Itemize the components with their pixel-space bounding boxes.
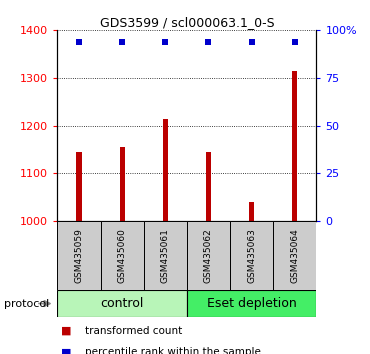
Point <box>249 39 255 45</box>
Point <box>76 39 82 45</box>
Text: GSM435062: GSM435062 <box>204 228 213 283</box>
Bar <box>57 221 101 290</box>
Text: GSM435060: GSM435060 <box>118 228 127 283</box>
Bar <box>57 290 187 317</box>
Text: ■: ■ <box>61 347 71 354</box>
Bar <box>76 152 81 221</box>
Text: protocol: protocol <box>4 298 49 309</box>
Text: ■: ■ <box>61 326 71 336</box>
Text: GSM435064: GSM435064 <box>290 228 299 283</box>
Bar <box>230 221 273 290</box>
Text: transformed count: transformed count <box>85 326 182 336</box>
Bar <box>206 152 211 221</box>
Title: GDS3599 / scl000063.1_0-S: GDS3599 / scl000063.1_0-S <box>100 16 274 29</box>
Text: GSM435063: GSM435063 <box>247 228 256 283</box>
Bar <box>163 119 168 221</box>
Point <box>292 39 298 45</box>
Point <box>162 39 168 45</box>
Text: Eset depletion: Eset depletion <box>207 297 296 310</box>
Text: GSM435059: GSM435059 <box>74 228 83 283</box>
Bar <box>144 221 187 290</box>
Bar <box>120 147 125 221</box>
Bar <box>292 71 297 221</box>
Point <box>205 39 211 45</box>
Bar <box>187 290 316 317</box>
Text: percentile rank within the sample: percentile rank within the sample <box>85 347 261 354</box>
Bar <box>249 202 254 221</box>
Bar <box>101 221 144 290</box>
Bar <box>187 221 230 290</box>
Point <box>119 39 125 45</box>
Bar <box>273 221 316 290</box>
Text: GSM435061: GSM435061 <box>161 228 170 283</box>
Text: control: control <box>100 297 144 310</box>
